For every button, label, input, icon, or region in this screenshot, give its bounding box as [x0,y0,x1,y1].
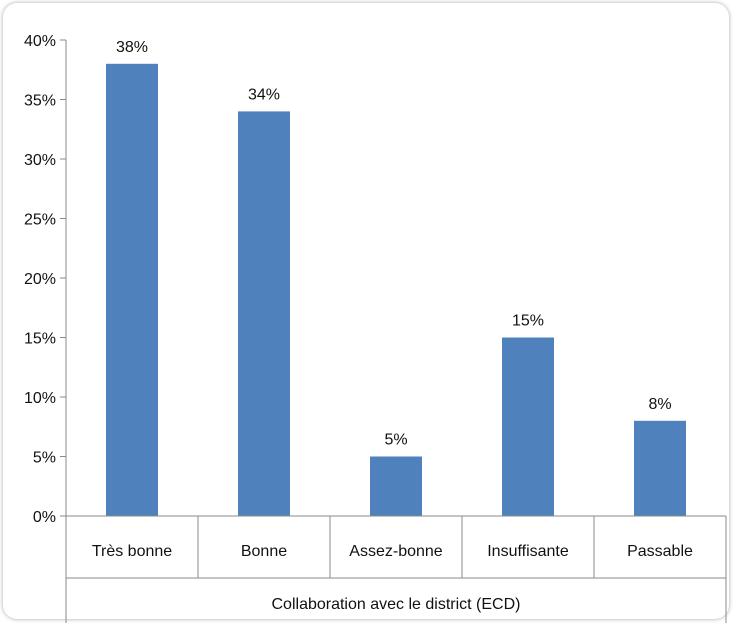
y-tick-label: 25% [24,212,56,229]
bar [106,63,158,517]
y-tick-label: 15% [24,331,56,348]
data-label: 5% [384,432,407,449]
data-label: 34% [248,86,280,103]
bar [238,111,290,517]
bar [634,420,686,516]
bar [502,337,554,516]
y-axis: 0% 5% 10% 15% 20% 25% 30% 35% 40% [24,33,67,526]
data-label: 38% [116,39,148,56]
bar [370,456,422,516]
x-tick-label: Passable [627,543,693,560]
y-tick-label: 10% [24,390,56,407]
y-tick-label: 30% [24,152,56,169]
y-tick-label: 0% [33,509,56,526]
data-label: 8% [648,396,671,413]
y-tick-label: 40% [24,33,56,50]
x-tick-label: Très bonne [92,543,172,560]
x-axis-title: Collaboration avec le district (ECD) [272,596,521,613]
x-tick-label: Assez-bonne [349,543,442,560]
y-tick-label: 20% [24,271,56,288]
x-tick-label: Bonne [241,543,287,560]
y-tick-label: 5% [33,450,56,467]
x-tick-label: Insuffisante [487,543,569,560]
data-label: 15% [512,313,544,330]
y-tick-label: 35% [24,93,56,110]
bars: 38% 34% 5% 15% 8% [106,39,686,517]
x-axis: Très bonne Bonne Assez-bonne Insuffisante Pa… [65,515,727,623]
